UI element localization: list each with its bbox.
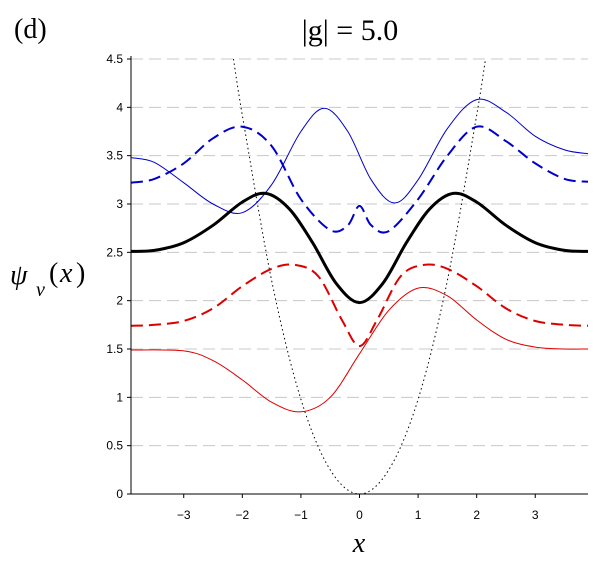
grid bbox=[131, 58, 588, 447]
x-tick-label: −1 bbox=[294, 508, 308, 522]
black-thick-curve bbox=[131, 191, 588, 305]
y-axis-ticks: 0 0.5 1 1.5 2 2.5 3 3.5 4 4.5 bbox=[106, 52, 131, 501]
y-label-subscript: ν bbox=[36, 279, 45, 301]
y-tick-label: 1 bbox=[116, 390, 123, 404]
y-tick-label: 1.5 bbox=[106, 342, 123, 356]
y-label-close-paren: ) bbox=[76, 258, 85, 289]
potential-curve bbox=[233, 58, 486, 494]
y-label-variable: x bbox=[59, 258, 73, 289]
x-axis-label: x bbox=[352, 528, 366, 559]
x-tick-label: 2 bbox=[473, 508, 480, 522]
series-group bbox=[131, 58, 588, 494]
blue-dashed-curve bbox=[131, 125, 588, 234]
axes bbox=[130, 56, 588, 495]
x-tick-label: −3 bbox=[177, 508, 191, 522]
y-tick-label: 0.5 bbox=[106, 439, 123, 453]
x-tick-label: 3 bbox=[532, 508, 539, 522]
x-tick-label: 1 bbox=[415, 508, 422, 522]
y-axis-label: ψ ν ( x ) bbox=[10, 258, 85, 301]
y-tick-label: 3 bbox=[116, 197, 123, 211]
y-tick-label: 4.5 bbox=[106, 52, 123, 66]
y-tick-label: 3.5 bbox=[106, 149, 123, 163]
y-label-open-paren: ( bbox=[49, 258, 58, 289]
blue-solid-curve bbox=[131, 98, 588, 214]
y-label-psi: ψ bbox=[10, 260, 28, 291]
red-dashed-curve bbox=[131, 263, 588, 348]
y-tick-label: 4 bbox=[116, 100, 123, 114]
y-tick-label: 2.5 bbox=[106, 245, 123, 259]
panel-label: (d) bbox=[14, 14, 47, 45]
red-solid-curve bbox=[131, 287, 588, 413]
x-tick-label: 0 bbox=[356, 508, 363, 522]
chart-title: |g| = 5.0 bbox=[302, 14, 398, 47]
y-tick-label: 2 bbox=[116, 294, 123, 308]
y-tick-label: 0 bbox=[116, 487, 123, 501]
x-tick-label: −2 bbox=[235, 508, 249, 522]
x-axis-ticks: −3 −2 −1 0 1 2 3 bbox=[177, 494, 539, 522]
